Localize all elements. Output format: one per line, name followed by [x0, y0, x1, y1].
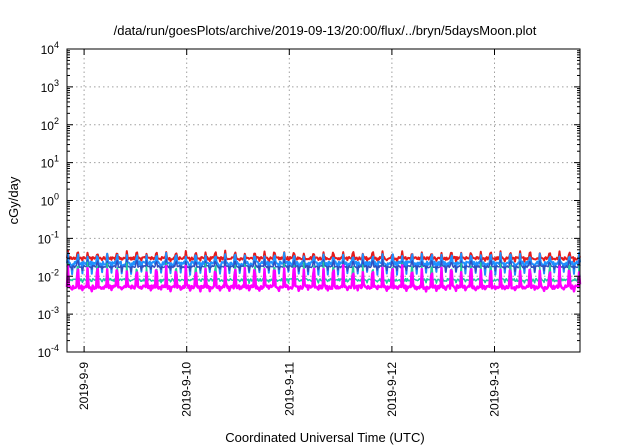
y-tick-label: 10-1 [38, 229, 59, 246]
series-line-1 [66, 249, 581, 263]
y-axis-label: cGy/day [6, 176, 21, 224]
y-tick-label: 104 [41, 40, 59, 57]
x-axis: 2019-9-9 2019-9-10 2019-9-11 2019-9-12 2019-… [77, 49, 502, 417]
y-tick-label: 103 [41, 78, 59, 95]
x-tick-label: 2019-9-10 [180, 362, 194, 417]
x-tick-label: 2019-9-12 [385, 362, 399, 417]
y-tick-label: 10-2 [38, 267, 59, 284]
grid-lines [67, 49, 580, 352]
y-axis: 10-4 10-3 10-2 10-1 100 101 102 103 104 [38, 40, 580, 360]
y-tick-label: 10-4 [38, 343, 59, 360]
chart-title: /data/run/goesPlots/archive/2019-09-13/2… [114, 23, 537, 38]
series-line-2 [66, 251, 581, 276]
x-tick-label: 2019-9-13 [488, 362, 502, 417]
y-tick-label: 100 [41, 192, 59, 209]
x-tick-label: 2019-9-9 [77, 362, 91, 410]
series-line-3 [66, 258, 581, 273]
x-tick-label: 2019-9-11 [282, 362, 296, 416]
series-line-4 [66, 261, 581, 285]
y-tick-label: 101 [41, 154, 59, 171]
series-line-5 [65, 264, 582, 293]
y-tick-label: 10-3 [38, 305, 59, 322]
series-group [65, 249, 582, 293]
x-axis-label: Coordinated Universal Time (UTC) [225, 430, 424, 445]
y-tick-label: 102 [41, 116, 59, 133]
